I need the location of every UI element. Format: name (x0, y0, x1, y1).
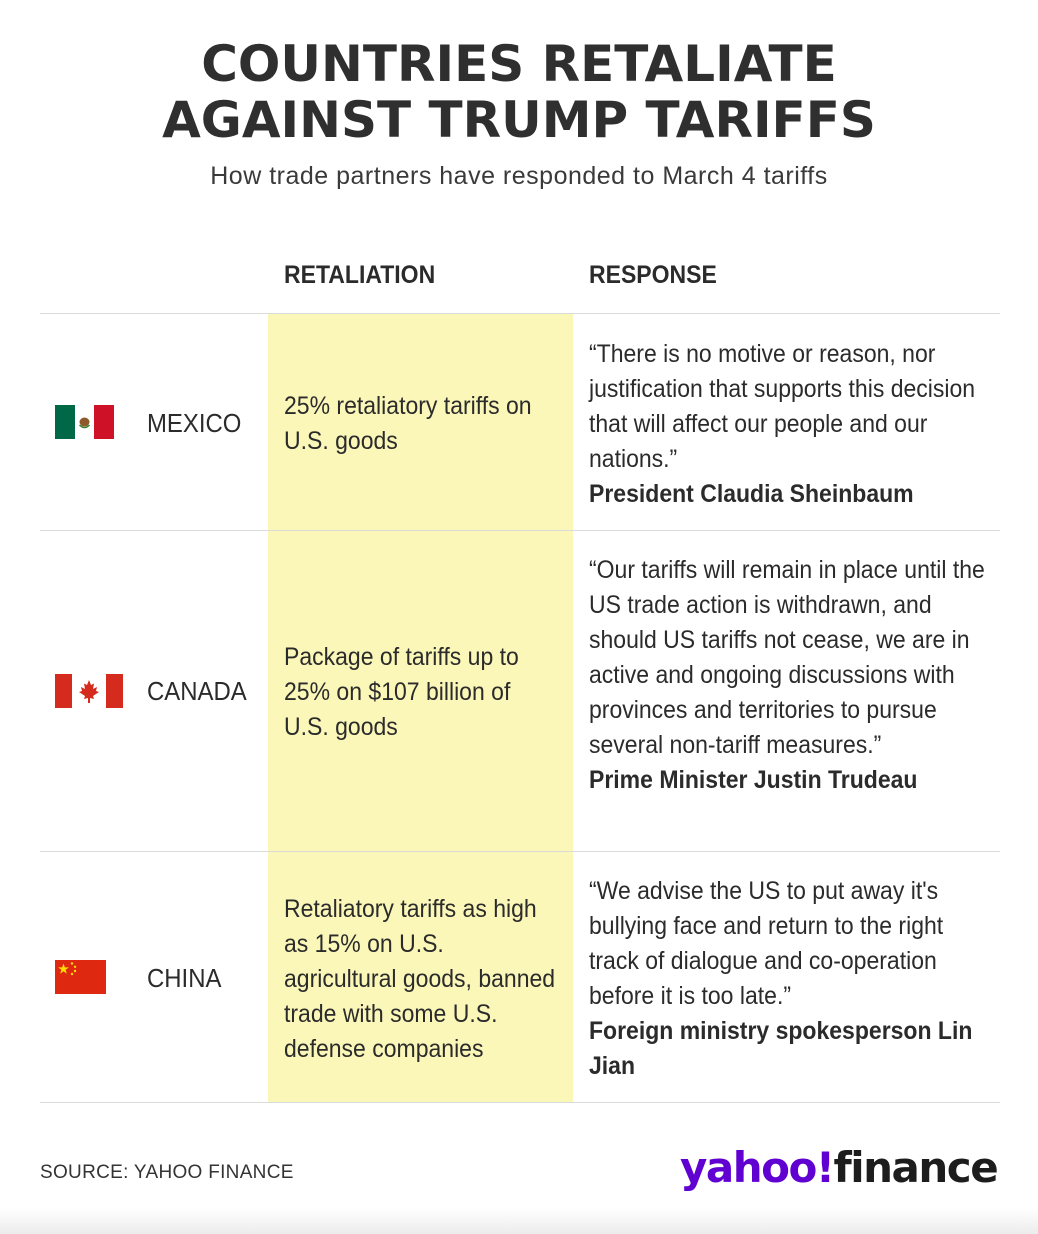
retaliation-text: Retaliatory tariffs as high as 15% on U.… (284, 895, 556, 1063)
retaliation-text: 25% retaliatory tariffs on U.S. goods (284, 392, 532, 455)
response-speaker: Foreign ministry spokesperson Lin Jian (589, 1017, 973, 1080)
row-divider (40, 313, 1000, 314)
title-line-2: AGAINST TRUMP TARIFFS (162, 91, 876, 149)
row-divider (40, 1102, 1000, 1103)
mexico-flag-icon (55, 405, 114, 439)
china-flag-icon (55, 960, 106, 994)
logo-finance: finance (833, 1143, 998, 1192)
page-subtitle: How trade partners have responded to Mar… (210, 162, 828, 190)
title-line-1: COUNTRIES RETALIATE (201, 35, 837, 93)
country-label: CANADA (147, 676, 247, 706)
response-quote: “Our tariffs will remain in place until … (589, 556, 985, 759)
response-quote: “We advise the US to put away it's bully… (589, 877, 944, 1010)
response-speaker: Prime Minister Justin Trudeau (589, 766, 918, 794)
yahoo-finance-logo: yahoo!finance (680, 1143, 999, 1193)
retaliation-text: Package of tariffs up to 25% on $107 bil… (284, 643, 519, 741)
canada-flag-icon (55, 674, 123, 708)
source-note: SOURCE: YAHOO FINANCE (40, 1162, 294, 1183)
retaliation-column-highlight (268, 314, 573, 1102)
country-label: MEXICO (147, 408, 242, 438)
response-cell: “We advise the US to put away it's bully… (589, 874, 986, 1084)
response-cell: “Our tariffs will remain in place until … (589, 553, 986, 798)
column-header-retaliation: RETALIATION (284, 261, 436, 289)
column-header-response: RESPONSE (589, 261, 717, 289)
row-divider (40, 530, 1000, 531)
logo-yahoo: yahoo! (680, 1143, 835, 1192)
bottom-fade (0, 1208, 1038, 1234)
country-label: CHINA (147, 963, 222, 993)
response-speaker: President Claudia Sheinbaum (589, 480, 914, 508)
row-divider (40, 851, 1000, 852)
page-title: COUNTRIES RETALIATE AGAINST TRUMP TARIFF… (0, 36, 1038, 148)
response-cell: “There is no motive or reason, nor justi… (589, 337, 986, 512)
response-quote: “There is no motive or reason, nor justi… (589, 340, 976, 473)
